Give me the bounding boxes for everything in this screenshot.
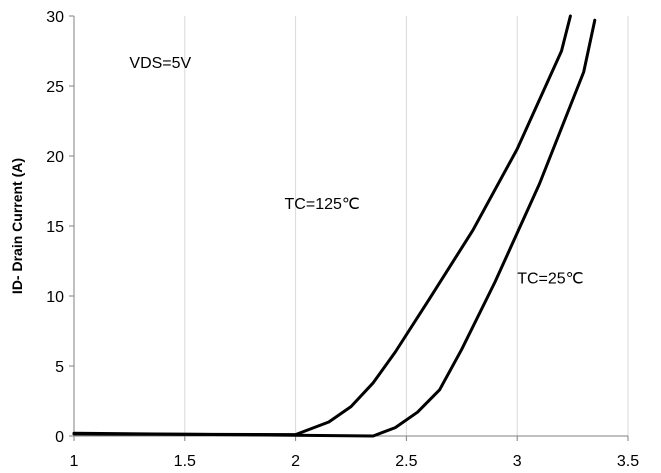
axes	[69, 15, 629, 441]
y-axis-title: ID- Drain Current (A)	[9, 158, 25, 294]
x-tick-label: 3.5	[617, 453, 639, 470]
series-line-tc125	[72, 14, 572, 437]
x-tick-label: 2	[291, 453, 300, 470]
y-tick-label: 0	[55, 429, 64, 446]
y-tick-label: 30	[46, 9, 64, 26]
y-tick-label: 15	[46, 219, 64, 236]
x-tick-labels: 1 1.5 2 2.5 3 3.5	[70, 453, 640, 470]
series-line-tc25	[72, 18, 597, 438]
y-tick-labels: 0 5 10 15 20 25 30	[46, 9, 64, 446]
series-label-tc125: TC=125℃	[285, 196, 360, 213]
y-tick-label: 5	[55, 359, 64, 376]
y-tick-label: 20	[46, 149, 64, 166]
grid-lines	[73, 16, 629, 436]
x-tick-label: 3	[513, 453, 522, 470]
series-label-tc25: TC=25℃	[517, 270, 583, 287]
annotation-vds: VDS=5V	[129, 55, 191, 72]
x-tick-label: 1.5	[174, 453, 196, 470]
y-tick-label: 10	[46, 289, 64, 306]
x-tick-label: 2.5	[395, 453, 417, 470]
series-lines	[72, 14, 597, 438]
x-tick-label: 1	[70, 453, 79, 470]
y-tick-label: 25	[46, 79, 64, 96]
